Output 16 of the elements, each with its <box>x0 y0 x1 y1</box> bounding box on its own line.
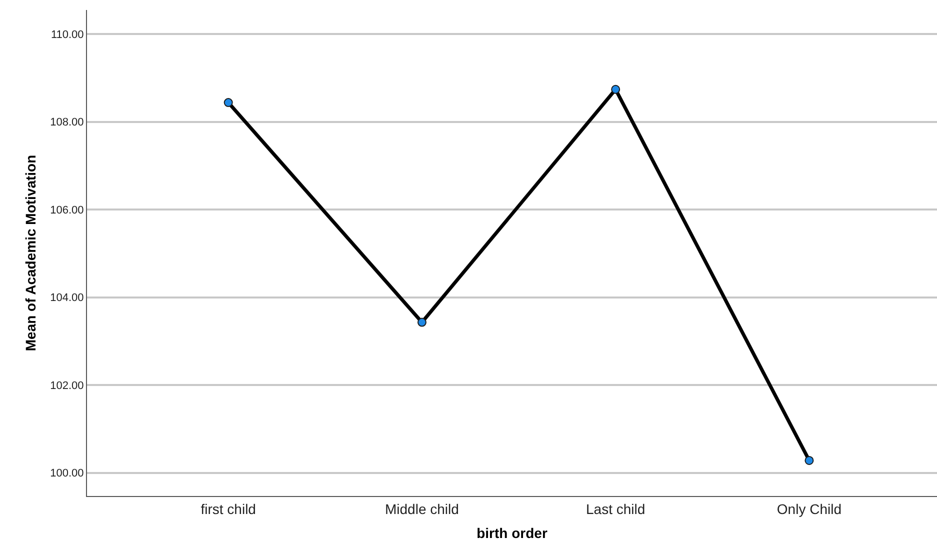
y-tick-label: 102.00 <box>50 380 84 392</box>
x-axis-title: birth order <box>476 525 548 542</box>
y-tick-label: 106.00 <box>50 204 84 216</box>
point <box>804 456 814 465</box>
y-tick-label: 104.00 <box>50 292 84 304</box>
x-tick-label: Middle child <box>385 500 459 517</box>
x-tick-label: first child <box>200 500 256 517</box>
y-axis-title: Mean of Academic Motivation <box>22 154 39 352</box>
point <box>224 98 233 108</box>
y-tick-label: 100.00 <box>50 468 84 480</box>
point <box>611 84 620 94</box>
x-tick-label: Only Child <box>776 500 842 517</box>
y-tick-label: 110.00 <box>50 28 84 41</box>
x-tick-label: Last child <box>586 500 646 517</box>
point <box>417 318 426 327</box>
y-tick-label: 108.00 <box>50 116 84 129</box>
